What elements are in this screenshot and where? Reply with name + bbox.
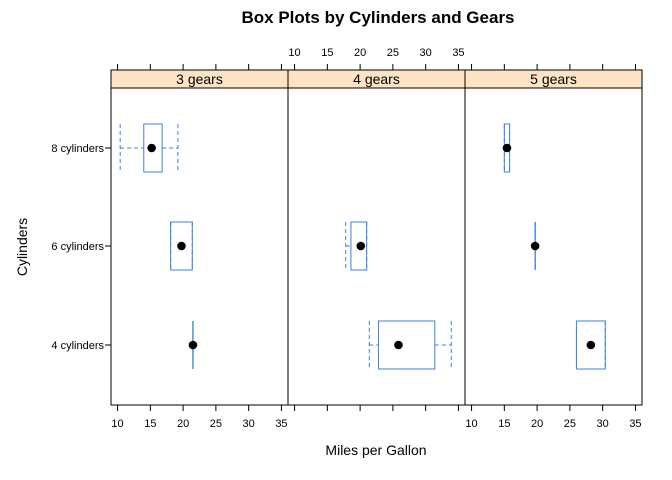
box-2-2 bbox=[575, 320, 606, 370]
x-tick-label-bottom-0-5: 35 bbox=[275, 418, 287, 430]
box-body bbox=[377, 320, 436, 370]
x-tick-label-bottom-0-4: 30 bbox=[243, 418, 255, 430]
x-tick-label-top-1-0: 10 bbox=[288, 47, 300, 59]
median-dot bbox=[586, 340, 596, 350]
panel-strip-label-0: 3 gears bbox=[176, 71, 223, 87]
x-tick-label-bottom-0-3: 25 bbox=[210, 418, 222, 430]
category-label-0: 4 cylinders bbox=[51, 340, 104, 352]
box-1-0 bbox=[345, 221, 368, 271]
panel-frame-0 bbox=[110, 87, 289, 406]
x-tick-label-top-1-2: 20 bbox=[354, 47, 366, 59]
x-tick-label-top-1-3: 25 bbox=[387, 47, 399, 59]
box-body bbox=[575, 320, 606, 370]
box-body bbox=[143, 123, 163, 173]
box-0-1 bbox=[170, 221, 193, 271]
median-dot bbox=[188, 340, 198, 350]
category-label-2: 8 cylinders bbox=[51, 143, 104, 155]
median-dot bbox=[356, 241, 366, 251]
x-tick-label-bottom-2-2: 20 bbox=[531, 418, 543, 430]
box-2-0 bbox=[502, 123, 512, 173]
x-tick-label-top-1-4: 30 bbox=[420, 47, 432, 59]
box-0-0 bbox=[119, 123, 179, 173]
x-tick-label-bottom-2-5: 35 bbox=[629, 418, 641, 430]
category-label-1: 6 cylinders bbox=[51, 241, 104, 253]
panel-frame-1 bbox=[287, 87, 466, 406]
x-tick-label-bottom-2-3: 25 bbox=[564, 418, 576, 430]
x-tick-label-bottom-2-1: 15 bbox=[498, 418, 510, 430]
x-axis-label: Miles per Gallon bbox=[325, 442, 426, 458]
panel-strip-label-2: 5 gears bbox=[530, 71, 577, 87]
box-1-1 bbox=[368, 320, 452, 370]
panels-group: 4 cylinders 6 cylinders 8 cylinders 3 gears… bbox=[51, 47, 643, 430]
chart-title: Box Plots by Cylinders and Gears bbox=[241, 8, 514, 27]
box-body bbox=[170, 221, 193, 271]
x-tick-label-bottom-2-4: 30 bbox=[597, 418, 609, 430]
x-tick-label-bottom-0-1: 15 bbox=[144, 418, 156, 430]
box-2-1 bbox=[530, 222, 540, 270]
x-tick-label-bottom-0-0: 10 bbox=[111, 418, 123, 430]
panel-frame-2 bbox=[464, 87, 643, 406]
y-axis-label: Cylinders bbox=[14, 218, 30, 276]
median-dot bbox=[177, 241, 186, 251]
median-dot bbox=[147, 143, 156, 153]
panel-strip-label-1: 4 gears bbox=[353, 71, 400, 87]
x-tick-label-bottom-0-2: 20 bbox=[177, 418, 189, 430]
x-tick-label-bottom-2-0: 10 bbox=[465, 418, 477, 430]
median-dot bbox=[530, 241, 540, 251]
box-0-2 bbox=[188, 321, 198, 369]
box-body bbox=[350, 221, 368, 271]
median-dot bbox=[394, 340, 403, 350]
median-dot bbox=[502, 143, 512, 153]
x-tick-label-top-1-5: 35 bbox=[452, 47, 464, 59]
x-tick-label-top-1-1: 15 bbox=[321, 47, 333, 59]
